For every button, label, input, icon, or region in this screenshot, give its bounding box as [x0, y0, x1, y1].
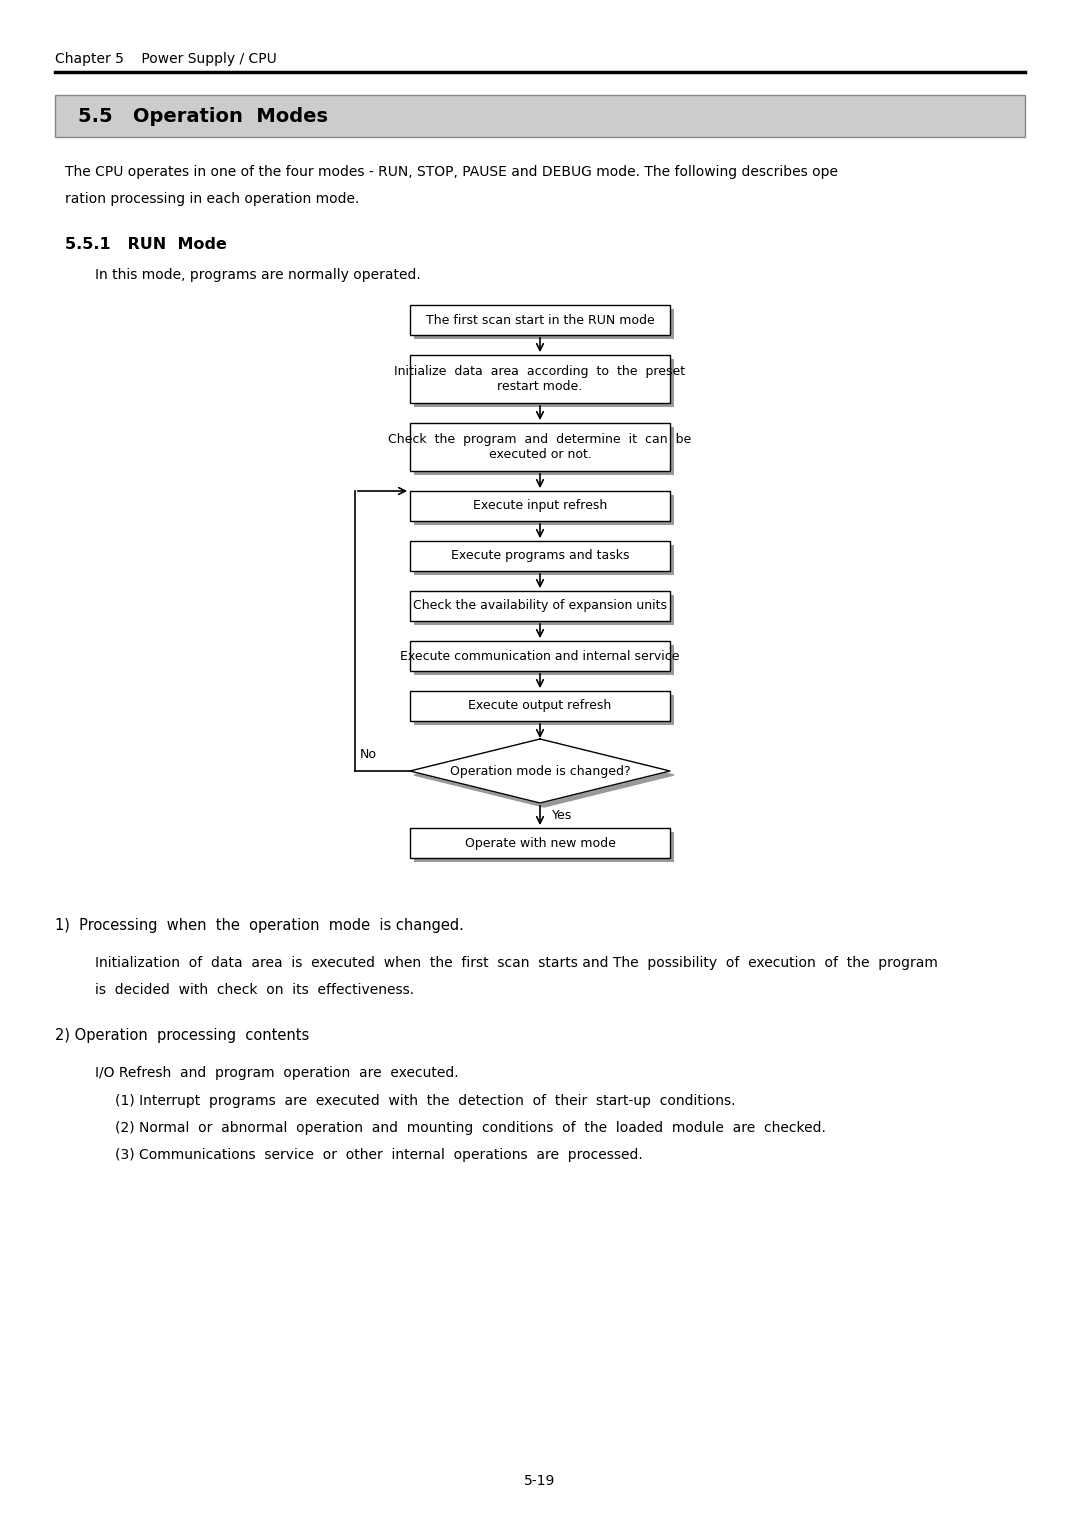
- FancyBboxPatch shape: [414, 545, 674, 575]
- Text: Execute output refresh: Execute output refresh: [469, 700, 611, 712]
- FancyBboxPatch shape: [410, 354, 670, 403]
- FancyBboxPatch shape: [414, 359, 674, 406]
- Text: Operation mode is changed?: Operation mode is changed?: [449, 764, 631, 778]
- Text: is  decided  with  check  on  its  effectiveness.: is decided with check on its effectivene…: [95, 983, 414, 996]
- FancyBboxPatch shape: [414, 309, 674, 339]
- Polygon shape: [410, 740, 670, 804]
- FancyBboxPatch shape: [414, 695, 674, 724]
- Text: Initialization  of  data  area  is  executed  when  the  first  scan  starts and: Initialization of data area is executed …: [95, 957, 937, 970]
- Text: Check  the  program  and  determine  it  can  be
executed or not.: Check the program and determine it can b…: [389, 432, 691, 461]
- Text: Execute input refresh: Execute input refresh: [473, 500, 607, 512]
- Text: I/O Refresh  and  program  operation  are  executed.: I/O Refresh and program operation are ex…: [95, 1067, 459, 1080]
- Text: 5.5   Operation  Modes: 5.5 Operation Modes: [78, 107, 328, 125]
- FancyBboxPatch shape: [410, 591, 670, 620]
- Text: (1) Interrupt  programs  are  executed  with  the  detection  of  their  start-u: (1) Interrupt programs are executed with…: [114, 1094, 735, 1108]
- FancyBboxPatch shape: [414, 594, 674, 625]
- FancyBboxPatch shape: [410, 423, 670, 471]
- Text: In this mode, programs are normally operated.: In this mode, programs are normally oper…: [95, 267, 421, 283]
- FancyBboxPatch shape: [410, 490, 670, 521]
- FancyBboxPatch shape: [410, 828, 670, 859]
- Text: 1)  Processing  when  the  operation  mode  is changed.: 1) Processing when the operation mode is…: [55, 918, 464, 934]
- Text: The CPU operates in one of the four modes - RUN, STOP, PAUSE and DEBUG mode. The: The CPU operates in one of the four mode…: [65, 165, 838, 179]
- FancyBboxPatch shape: [410, 691, 670, 721]
- FancyBboxPatch shape: [410, 306, 670, 335]
- FancyBboxPatch shape: [410, 642, 670, 671]
- Text: Execute communication and internal service: Execute communication and internal servi…: [401, 649, 679, 663]
- Text: Initialize  data  area  according  to  the  preset
restart mode.: Initialize data area according to the pr…: [394, 365, 686, 393]
- FancyBboxPatch shape: [414, 645, 674, 675]
- Text: Operate with new mode: Operate with new mode: [464, 836, 616, 850]
- FancyBboxPatch shape: [55, 95, 1025, 138]
- FancyBboxPatch shape: [410, 541, 670, 571]
- FancyBboxPatch shape: [414, 833, 674, 862]
- Text: (2) Normal  or  abnormal  operation  and  mounting  conditions  of  the  loaded : (2) Normal or abnormal operation and mou…: [114, 1122, 826, 1135]
- Text: The first scan start in the RUN mode: The first scan start in the RUN mode: [426, 313, 654, 327]
- Text: 5-19: 5-19: [524, 1475, 556, 1488]
- Text: 2) Operation  processing  contents: 2) Operation processing contents: [55, 1028, 309, 1044]
- FancyBboxPatch shape: [414, 426, 674, 475]
- Text: Chapter 5    Power Supply / CPU: Chapter 5 Power Supply / CPU: [55, 52, 276, 66]
- Text: Yes: Yes: [552, 808, 572, 822]
- FancyBboxPatch shape: [414, 495, 674, 526]
- Text: ration processing in each operation mode.: ration processing in each operation mode…: [65, 193, 360, 206]
- Polygon shape: [414, 743, 674, 807]
- Text: No: No: [360, 749, 377, 761]
- Text: 5.5.1   RUN  Mode: 5.5.1 RUN Mode: [65, 237, 227, 252]
- Text: (3) Communications  service  or  other  internal  operations  are  processed.: (3) Communications service or other inte…: [114, 1148, 643, 1161]
- Text: Execute programs and tasks: Execute programs and tasks: [450, 550, 630, 562]
- Text: Check the availability of expansion units: Check the availability of expansion unit…: [413, 599, 667, 613]
